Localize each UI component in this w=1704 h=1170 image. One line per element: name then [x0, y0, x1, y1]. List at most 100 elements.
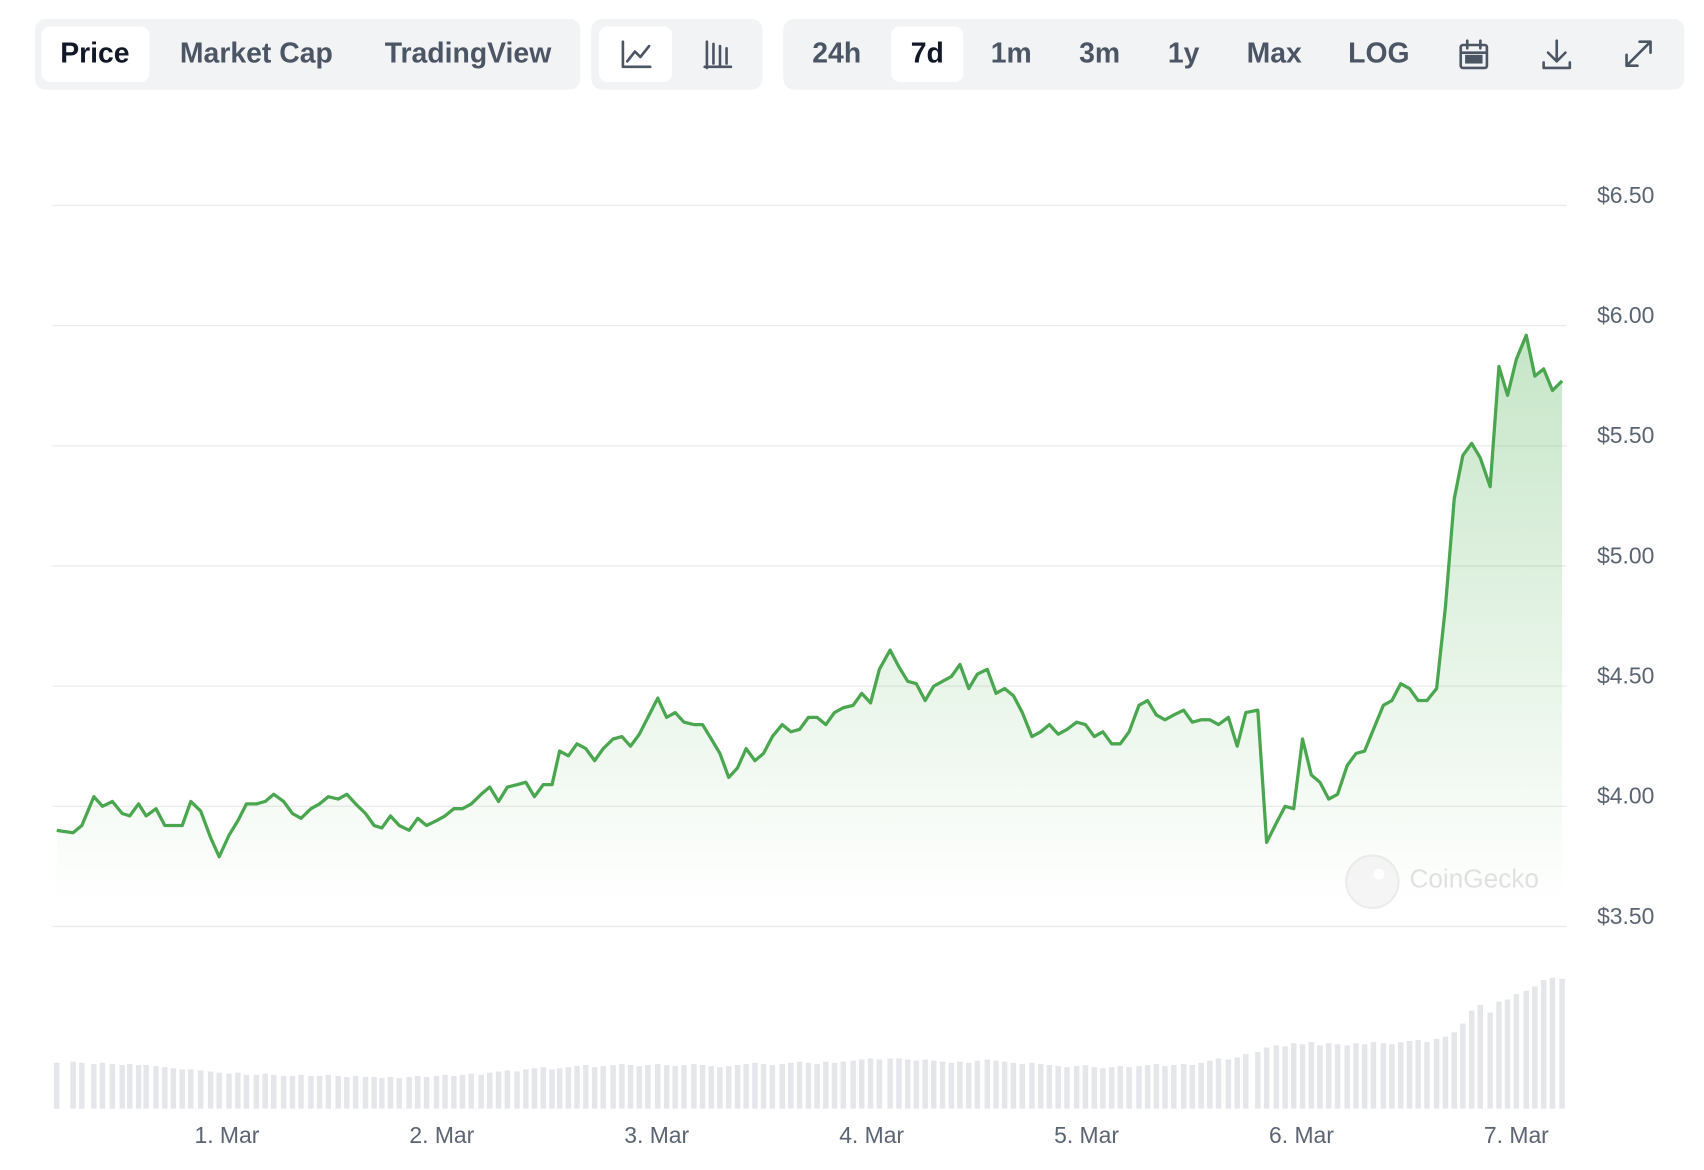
- volume-bar: [1334, 1044, 1341, 1109]
- volume-bar: [207, 1071, 214, 1109]
- volume-bar: [1117, 1066, 1124, 1109]
- view-button[interactable]: TradingView: [385, 37, 552, 69]
- volume-bar: [1424, 1042, 1430, 1109]
- x-tick-label: 1. Mar: [194, 1122, 259, 1148]
- volume-bar: [1282, 1046, 1288, 1109]
- volume-bar: [371, 1077, 377, 1109]
- volume-bar: [1504, 999, 1511, 1109]
- volume-bar: [235, 1072, 241, 1109]
- volume-bar: [974, 1060, 981, 1109]
- volume-bar: [957, 1061, 963, 1109]
- volume-bar: [153, 1066, 159, 1109]
- volume-bar: [663, 1065, 670, 1109]
- line-icon: [621, 40, 652, 69]
- download-button[interactable]: [1542, 39, 1572, 70]
- line-chart-button[interactable]: [598, 26, 672, 83]
- price-area: [56, 335, 1563, 905]
- volume-bar: [531, 1068, 538, 1109]
- calendar-fill: [1465, 54, 1483, 64]
- volume-bar: [867, 1058, 874, 1109]
- volume-bar: [1496, 1001, 1502, 1109]
- volume-bar: [1234, 1057, 1240, 1109]
- volume-bar: [1153, 1063, 1160, 1109]
- volume-bar: [850, 1060, 856, 1109]
- volume-bar: [717, 1067, 723, 1109]
- volume-bar: [179, 1069, 185, 1109]
- fullscreen-button[interactable]: [1625, 40, 1652, 68]
- volume-bar: [876, 1059, 883, 1109]
- volume-bar: [734, 1065, 741, 1109]
- volume-bar: [415, 1075, 421, 1109]
- volume-bar: [387, 1077, 394, 1109]
- volume-bar: [655, 1063, 661, 1109]
- volume-bar: [859, 1059, 865, 1109]
- volume-bar: [699, 1065, 706, 1109]
- volume-bar: [253, 1074, 260, 1109]
- volume-bar: [289, 1075, 296, 1109]
- volume-bar: [1290, 1043, 1297, 1109]
- volume-bar: [1370, 1042, 1377, 1109]
- volume-bar: [823, 1061, 829, 1109]
- download-icon: [1542, 39, 1572, 70]
- volume-bar: [1207, 1060, 1213, 1109]
- price-line: [56, 333, 1564, 859]
- volume-bar: [1406, 1041, 1413, 1109]
- volume-bar: [379, 1078, 385, 1109]
- volume-bar: [840, 1061, 846, 1109]
- volume-bar: [1189, 1065, 1196, 1109]
- button-label: Market Cap: [180, 37, 333, 69]
- volume-bar: [769, 1065, 776, 1109]
- y-tick-label: $6.50: [1597, 182, 1654, 208]
- volume-bar: [1317, 1045, 1323, 1109]
- range-button[interactable]: 1m: [991, 37, 1032, 69]
- active-button-bg: [41, 26, 150, 83]
- volume-bar: [119, 1065, 125, 1109]
- volume-bar: [523, 1069, 529, 1109]
- volume-bar: [1082, 1065, 1089, 1109]
- volume-bar: [280, 1075, 287, 1109]
- volume-bar: [316, 1075, 323, 1109]
- range-button[interactable]: 1y: [1168, 37, 1200, 69]
- plot: $3.50 $4.00 $4.50 $5.00 $5.50 $6.00 $6.50 1. Ma…: [52, 182, 1654, 1148]
- volume-bar: [1398, 1042, 1404, 1109]
- volume-bar: [1198, 1062, 1204, 1109]
- button-label: 3m: [1079, 37, 1120, 69]
- volume-bar: [1326, 1043, 1332, 1109]
- volume-bar: [478, 1074, 484, 1109]
- volume-bar: [752, 1062, 758, 1109]
- volume-bar: [725, 1066, 732, 1109]
- volume-bar: [1344, 1045, 1350, 1109]
- y-tick-label: $3.50: [1597, 903, 1654, 929]
- range-button[interactable]: 24h: [812, 37, 861, 69]
- view-button[interactable]: Market Cap: [180, 37, 333, 69]
- volume-bar: [645, 1065, 651, 1109]
- volume-bar: [1108, 1067, 1115, 1109]
- log-button[interactable]: LOG: [1348, 37, 1409, 69]
- volume-bar: [931, 1060, 937, 1109]
- volume-bar: [627, 1065, 634, 1109]
- candle-icon: [703, 40, 733, 70]
- volume-bar: [514, 1071, 520, 1109]
- volume-bar: [396, 1078, 402, 1109]
- volume-bar: [1477, 1005, 1483, 1109]
- button-label: 1y: [1168, 37, 1200, 69]
- range-button[interactable]: 7d: [911, 37, 944, 69]
- volume-bar: [1487, 1012, 1493, 1109]
- volume-bar: [556, 1068, 563, 1109]
- volume-bar: [708, 1066, 715, 1109]
- calendar-button[interactable]: [1459, 39, 1489, 70]
- range-button[interactable]: 3m: [1079, 37, 1120, 69]
- view-button[interactable]: Price: [41, 26, 150, 83]
- volume-bar: [226, 1073, 232, 1109]
- y-tick-label: $4.50: [1597, 662, 1654, 688]
- volume-bar: [1144, 1065, 1151, 1109]
- volume-bar: [1353, 1043, 1359, 1109]
- volume-bar: [549, 1069, 555, 1109]
- range-button[interactable]: Max: [1247, 37, 1302, 69]
- candle-chart-button[interactable]: [703, 40, 733, 70]
- volume-bar: [1162, 1066, 1168, 1109]
- volume-bar: [487, 1072, 493, 1109]
- volume-bar: [1549, 977, 1556, 1109]
- volume-bar: [896, 1058, 902, 1109]
